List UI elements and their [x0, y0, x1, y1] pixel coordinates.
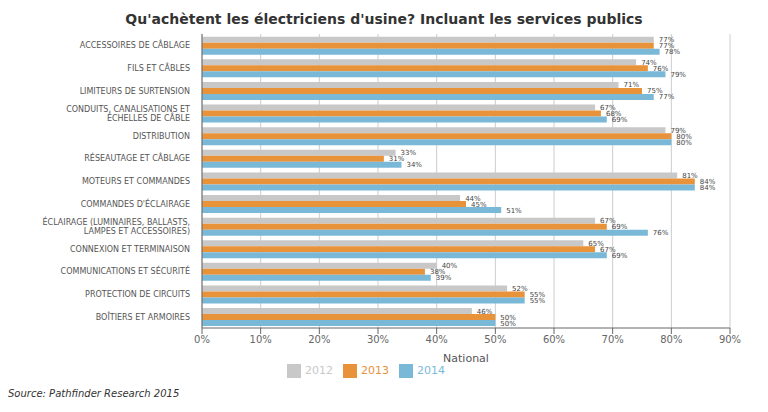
svg-text:60%: 60%	[543, 334, 565, 345]
svg-text:20%: 20%	[308, 334, 330, 345]
svg-text:40%: 40%	[441, 262, 458, 271]
svg-text:40%: 40%	[426, 334, 448, 345]
svg-text:CONDUITS, CANALISATIONS ETÉCHE: CONDUITS, CANALISATIONS ETÉCHELLES DE CÂ…	[66, 105, 190, 123]
svg-text:76%: 76%	[653, 229, 669, 237]
svg-text:69%: 69%	[612, 223, 628, 231]
svg-text:81%: 81%	[682, 172, 698, 180]
svg-text:80%: 80%	[660, 334, 682, 345]
svg-text:34%: 34%	[406, 161, 422, 169]
html-text:Qu'achètent les électriciens d: Qu'achètent les électriciens d'usine? In…	[125, 11, 643, 27]
svg-text:38%: 38%	[429, 268, 446, 277]
html-text:2013: 2013	[361, 364, 389, 377]
svg-text:77%: 77%	[658, 36, 675, 45]
svg-text:55%: 55%	[530, 297, 546, 305]
svg-text:0%: 0%	[194, 334, 210, 345]
svg-text:70%: 70%	[602, 334, 624, 345]
svg-text:44%: 44%	[465, 194, 481, 203]
svg-text:45%: 45%	[471, 201, 487, 209]
svg-text:ÉCLAIRAGE (LUMINAIRES, BALLAST: ÉCLAIRAGE (LUMINAIRES, BALLASTS,LAMPES E…	[43, 216, 190, 236]
svg-text:52%: 52%	[512, 285, 528, 293]
svg-text:BOÎTIERS ET ARMOIRES: BOÎTIERS ET ARMOIRES	[96, 311, 190, 322]
svg-text:FILS ET CÂBLES: FILS ET CÂBLES	[127, 62, 190, 73]
svg-text:77%: 77%	[659, 93, 675, 101]
svg-text:COMMUNICATIONS ET SÉCURITÉ: COMMUNICATIONS ET SÉCURITÉ	[61, 265, 190, 276]
svg-text:79%: 79%	[670, 71, 686, 79]
svg-text:69%: 69%	[612, 252, 628, 260]
svg-text:75%: 75%	[647, 87, 663, 96]
svg-text:10%: 10%	[250, 334, 272, 345]
svg-text:80%: 80%	[676, 132, 692, 141]
svg-text:MOTEURS ET COMMANDES: MOTEURS ET COMMANDES	[82, 177, 190, 186]
svg-text:DISTRIBUTION: DISTRIBUTION	[133, 132, 190, 141]
svg-text:79%: 79%	[670, 126, 686, 135]
html-text:2012: 2012	[305, 364, 333, 377]
svg-text:68%: 68%	[605, 110, 622, 118]
svg-text:LIMITEURS DE SURTENSION: LIMITEURS DE SURTENSION	[80, 87, 190, 96]
svg-text:65%: 65%	[588, 239, 604, 248]
svg-text:78%: 78%	[665, 48, 681, 56]
svg-text:33%: 33%	[400, 149, 417, 158]
svg-text:77%: 77%	[658, 42, 675, 51]
svg-text:CONNEXION ET TERMINAISON: CONNEXION ET TERMINAISON	[70, 245, 190, 254]
svg-text:46%: 46%	[477, 308, 493, 316]
svg-text:51%: 51%	[506, 207, 522, 215]
svg-text:COMMANDES D'ÉCLAIRAGE: COMMANDES D'ÉCLAIRAGE	[81, 198, 190, 209]
svg-text:84%: 84%	[699, 177, 716, 186]
html-text:Source: Pathfinder Research 20: Source: Pathfinder Research 2015	[8, 388, 180, 399]
svg-text:76%: 76%	[653, 65, 669, 73]
svg-text:67%: 67%	[600, 104, 616, 112]
svg-text:ACCESSOIRES DE CÂBLAGE: ACCESSOIRES DE CÂBLAGE	[80, 39, 190, 50]
svg-text:71%: 71%	[624, 81, 640, 89]
svg-text:30%: 30%	[367, 334, 389, 345]
svg-text:55%: 55%	[529, 291, 546, 299]
html-text:2014: 2014	[417, 364, 445, 377]
svg-text:National: National	[443, 352, 489, 365]
svg-text:74%: 74%	[641, 58, 657, 67]
svg-text:67%: 67%	[600, 217, 616, 226]
svg-text:RÉSEAUTAGE ET CÂBLAGE: RÉSEAUTAGE ET CÂBLAGE	[84, 152, 190, 163]
svg-text:50%: 50%	[500, 320, 516, 328]
svg-text:50%: 50%	[484, 334, 506, 345]
svg-text:67%: 67%	[600, 245, 616, 254]
svg-text:31%: 31%	[389, 155, 405, 163]
svg-text:39%: 39%	[436, 274, 452, 282]
svg-text:PROTECTION DE CIRCUITS: PROTECTION DE CIRCUITS	[85, 290, 190, 299]
svg-text:80%: 80%	[676, 139, 692, 147]
svg-text:69%: 69%	[612, 116, 628, 124]
svg-text:50%: 50%	[500, 313, 516, 322]
svg-text:84%: 84%	[700, 184, 716, 192]
svg-text:90%: 90%	[719, 334, 741, 345]
